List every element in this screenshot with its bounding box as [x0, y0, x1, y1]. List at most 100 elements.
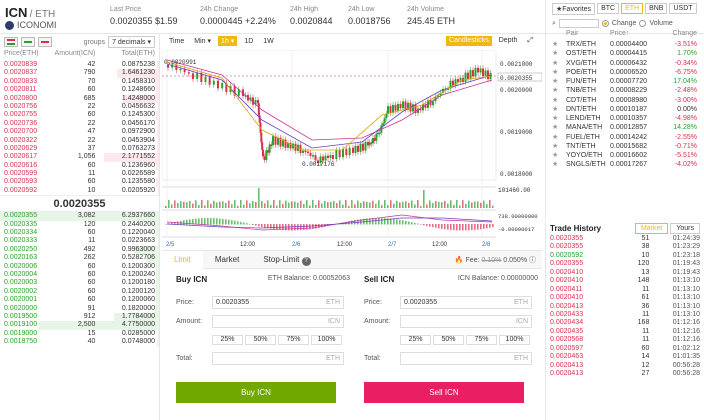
header-price[interactable]: Price↑ [610, 30, 630, 37]
bid-row[interactable]: 0.0020002 60 0.1200120 [0, 287, 159, 297]
depth-button[interactable]: Depth [498, 37, 518, 44]
market-row[interactable]: ★ LEND/ETH 0.00010357 -4.98% [546, 114, 704, 123]
market-row[interactable]: ★ DNT/ETH 0.00010187 0.00% [546, 105, 704, 114]
fullscreen-icon[interactable]: ⤢ [527, 37, 533, 44]
groups-select[interactable]: 7 decimals ▾ [108, 36, 155, 48]
star-icon[interactable]: ★ [552, 152, 559, 159]
market-row[interactable]: ★ OST/ETH 0.00004415 1.70% [546, 49, 704, 58]
chart-canvas[interactable]: 0.0020991 0.0017176 0.0021000 0.0020355 … [162, 50, 542, 248]
ask-row[interactable]: 0.0020736 22 0.0456170 [0, 119, 159, 129]
tab-market[interactable]: Market [214, 254, 240, 264]
star-icon[interactable]: ★ [552, 142, 559, 150]
market-row[interactable]: ★ MANA/ETH 0.00012857 14.28% [546, 123, 704, 132]
ask-row[interactable]: 0.0020755 60 0.1245300 [0, 111, 159, 120]
ask-row[interactable]: 0.0020811 60 0.1248660 [0, 86, 159, 95]
view-asks-icon[interactable] [38, 37, 52, 47]
star-icon[interactable]: ★ [552, 68, 559, 76]
bid-row[interactable]: 0.0020004 60 0.1200240 [0, 270, 159, 280]
ask-row[interactable]: 0.0020599 11 0.0226589 [0, 170, 159, 179]
bid-row[interactable]: 0.0020001 60 0.1200060 [0, 296, 159, 305]
market-row[interactable]: ★ YOYO/ETH 0.00016602 -5.51% [546, 151, 704, 160]
min-dropdown[interactable]: Min ▾ [194, 38, 212, 45]
star-icon[interactable]: ★ [552, 124, 559, 132]
bid-row[interactable]: 0.0020000 91 0.1820000 [0, 304, 159, 313]
star-icon[interactable]: ★ [552, 161, 559, 169]
candlesticks-button[interactable]: Candlesticks [446, 36, 492, 46]
buy-button[interactable]: Buy ICN [176, 382, 336, 403]
interval-1h[interactable]: 1h ▾ [218, 36, 238, 46]
change-radio[interactable] [601, 20, 609, 27]
bid-row[interactable]: 0.0020006 60 0.1200300 [0, 262, 159, 271]
tab-eth[interactable]: ETH [621, 3, 644, 14]
star-icon[interactable]: ★ [552, 115, 559, 122]
help-icon[interactable]: ? [301, 256, 311, 266]
tab-bnb[interactable]: BNB [645, 3, 668, 14]
header-pair[interactable]: Pair [566, 30, 579, 37]
volume-radio[interactable] [639, 20, 647, 27]
ask-row[interactable]: 0.0020837 790 1.6461230 [0, 69, 159, 78]
market-row[interactable]: ★ POE/ETH 0.00006520 -6.75% [546, 68, 704, 77]
market-row[interactable]: ★ TNB/ETH 0.00008229 -2.48% [546, 86, 704, 95]
market-row[interactable]: ★ TRX/ETH 0.00004400 -3.51% [546, 40, 704, 49]
interval-1d[interactable]: 1D [244, 37, 254, 45]
ask-row[interactable]: 0.0020700 47 0.0972900 [0, 128, 159, 137]
sell-button[interactable]: Sell ICN [364, 382, 524, 403]
tab-usdt[interactable]: USDT [669, 3, 697, 14]
ask-row[interactable]: 0.0020756 22 0.0456632 [0, 102, 159, 112]
star-icon[interactable]: ★ [552, 96, 559, 104]
star-icon[interactable]: ★ [552, 133, 559, 141]
tab-your-trades[interactable]: Yours [670, 223, 700, 234]
market-row[interactable]: ★ FUN/ETH 0.00007720 17.04% [546, 77, 704, 86]
sell-total-input[interactable]: ETH [400, 352, 532, 365]
ask-row[interactable]: 0.0020322 22 0.0453904 [0, 136, 159, 145]
ask-row[interactable]: 0.0020593 60 0.1235580 [0, 178, 159, 187]
buy-pct-75[interactable]: 75% [278, 335, 309, 345]
star-icon[interactable]: ★ [552, 105, 559, 113]
sell-price-input[interactable]: 0.0020355 ETH [400, 296, 532, 309]
tab-btc[interactable]: BTC [597, 3, 620, 14]
info-icon[interactable]: ⓘ [529, 256, 536, 264]
ask-row[interactable]: 0.0020629 37 0.0763273 [0, 144, 159, 154]
sell-pct-50[interactable]: 50% [433, 335, 464, 345]
sell-amount-input[interactable]: ICN [400, 315, 532, 328]
buy-amount-input[interactable]: ICN [212, 315, 344, 328]
buy-price-input[interactable]: 0.0020355 ETH [212, 296, 344, 309]
buy-total-input[interactable]: ETH [212, 352, 344, 365]
bid-row[interactable]: 0.0020355 3,082 6.2937660 [0, 212, 159, 221]
view-both-icon[interactable] [4, 37, 18, 47]
bid-row[interactable]: 0.0019000 15 0.0285000 [0, 329, 159, 339]
interval-1w[interactable]: 1W [263, 37, 274, 45]
search-input[interactable] [558, 19, 599, 28]
bid-row[interactable]: 0.0020163 262 0.5282706 [0, 254, 159, 263]
ask-row[interactable]: 0.0020616 60 0.1236960 [0, 161, 159, 171]
buy-pct-100[interactable]: 100% [311, 335, 342, 345]
tab-favorites[interactable]: ★Favorites [552, 2, 596, 15]
buy-pct-50[interactable]: 50% [245, 335, 276, 345]
star-icon[interactable]: ★ [552, 41, 559, 48]
sell-pct-25[interactable]: 25% [400, 335, 431, 345]
bid-row[interactable]: 0.0018750 40 0.0748000 [0, 338, 159, 347]
header-change[interactable]: Change [672, 30, 697, 37]
sell-pct-75[interactable]: 75% [466, 335, 497, 345]
market-row[interactable]: ★ TNT/ETH 0.00015682 -0.71% [546, 142, 704, 151]
ask-row[interactable]: 0.0020839 42 0.0875238 [0, 61, 159, 70]
bid-row[interactable]: 0.0020334 60 0.1220040 [0, 229, 159, 238]
bid-row[interactable]: 0.0019500 912 1.7784000 [0, 312, 159, 322]
ask-row[interactable]: 0.0020617 1,056 2.1771552 [0, 153, 159, 162]
bid-row[interactable]: 0.0020003 60 0.1200180 [0, 279, 159, 288]
bid-row[interactable]: 0.0020333 11 0.0223663 [0, 237, 159, 246]
tab-stop-limit[interactable]: Stop-Limit ? [251, 251, 322, 269]
market-row[interactable]: ★ FUEL/ETH 0.00014242 -2.55% [546, 133, 704, 142]
tab-market-trades[interactable]: Market [634, 223, 669, 234]
bid-row[interactable]: 0.0020335 120 0.2440200 [0, 220, 159, 230]
tab-limit[interactable]: Limit [162, 250, 203, 269]
market-row[interactable]: ★ CDT/ETH 0.00008980 -3.00% [546, 96, 704, 105]
ask-row[interactable]: 0.0020800 685 1.4248000 [0, 94, 159, 103]
market-row[interactable]: ★ XVG/ETH 0.00006432 -0.34% [546, 59, 704, 68]
star-icon[interactable]: ★ [552, 78, 559, 85]
sell-pct-100[interactable]: 100% [499, 335, 530, 345]
view-bids-icon[interactable] [21, 37, 35, 47]
bid-row[interactable]: 0.0019100 2,500 4.7750000 [0, 321, 159, 330]
buy-pct-25[interactable]: 25% [212, 335, 243, 345]
star-icon[interactable]: ★ [552, 87, 559, 95]
